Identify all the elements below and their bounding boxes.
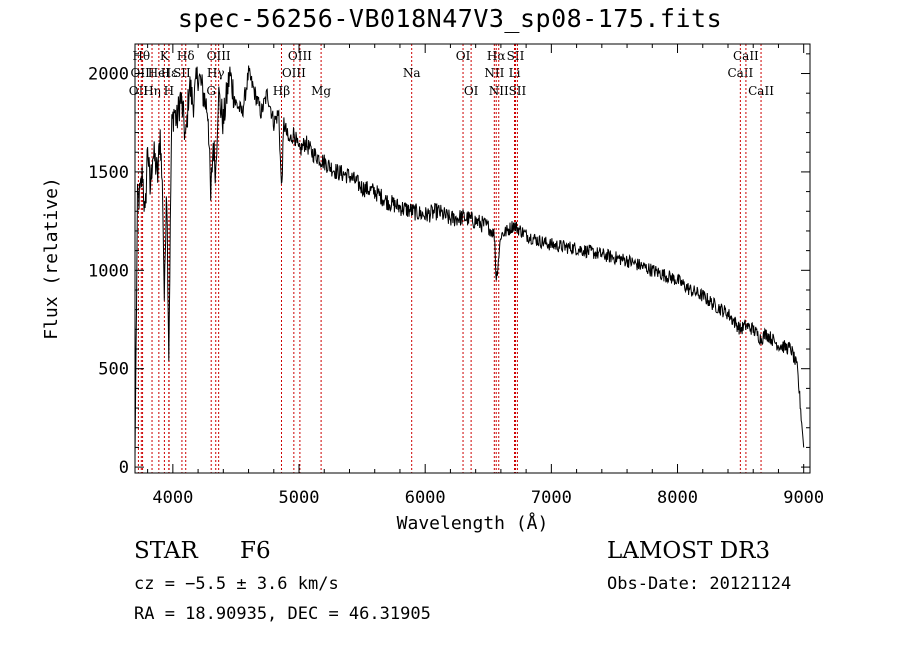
x-tick-label: 9000 bbox=[783, 488, 824, 508]
line-label: Hη bbox=[143, 84, 161, 98]
line-label: CaII bbox=[748, 84, 774, 98]
y-tick-label: 1500 bbox=[88, 163, 129, 183]
object-subclass: F6 bbox=[240, 538, 271, 564]
line-label: G bbox=[206, 84, 216, 98]
line-label: Hβ bbox=[273, 84, 290, 98]
line-label: Mg bbox=[311, 84, 331, 98]
line-label: K bbox=[160, 49, 170, 63]
line-label: OI bbox=[464, 84, 479, 98]
y-tick-label: 500 bbox=[98, 360, 129, 380]
x-tick-label: 5000 bbox=[279, 488, 320, 508]
x-tick-label: 8000 bbox=[657, 488, 698, 508]
x-axis-label: Wavelength (Å) bbox=[397, 512, 549, 534]
y-tick-label: 0 bbox=[119, 458, 129, 478]
x-tick-label: 7000 bbox=[531, 488, 572, 508]
redshift-info: cz = −5.5 ± 3.6 km/s bbox=[134, 574, 339, 594]
line-label: CaII bbox=[733, 49, 759, 63]
line-label: Hε bbox=[161, 66, 178, 80]
line-label: SII bbox=[509, 84, 527, 98]
y-tick-label: 2000 bbox=[88, 65, 129, 85]
y-axis-label: Flux (relative) bbox=[41, 177, 62, 340]
line-label: Hα bbox=[487, 49, 506, 63]
line-label: OIII bbox=[131, 66, 155, 80]
obs-date: Obs-Date: 20121124 bbox=[607, 574, 792, 594]
line-label: SII bbox=[507, 49, 525, 63]
line-label: OIII bbox=[282, 66, 306, 80]
line-label: NII bbox=[489, 84, 509, 98]
line-label: Hγ bbox=[207, 66, 225, 80]
line-label: OII bbox=[129, 84, 149, 98]
survey-label: LAMOST DR3 bbox=[607, 538, 771, 564]
line-label: H bbox=[164, 84, 174, 98]
line-label: OI bbox=[456, 49, 471, 63]
x-tick-label: 6000 bbox=[405, 488, 446, 508]
line-label: OIII bbox=[207, 49, 231, 63]
spectrum-line bbox=[134, 65, 805, 458]
line-label: Na bbox=[403, 66, 421, 80]
coordinates: RA = 18.90935, DEC = 46.31905 bbox=[134, 604, 431, 624]
line-label: Li bbox=[509, 66, 521, 80]
line-label: Hθ bbox=[132, 49, 150, 63]
line-label: CaII bbox=[727, 66, 753, 80]
y-tick-label: 1000 bbox=[88, 261, 129, 281]
object-class: STAR bbox=[134, 538, 198, 564]
line-label: NII bbox=[484, 66, 504, 80]
line-label: SII bbox=[173, 66, 191, 80]
chart-title: spec-56256-VB018N47V3_sp08-175.fits bbox=[177, 4, 723, 33]
plot-frame bbox=[134, 43, 811, 474]
line-label: OIII bbox=[288, 49, 312, 63]
x-tick-label: 4000 bbox=[152, 488, 193, 508]
line-label: Hδ bbox=[177, 49, 195, 63]
